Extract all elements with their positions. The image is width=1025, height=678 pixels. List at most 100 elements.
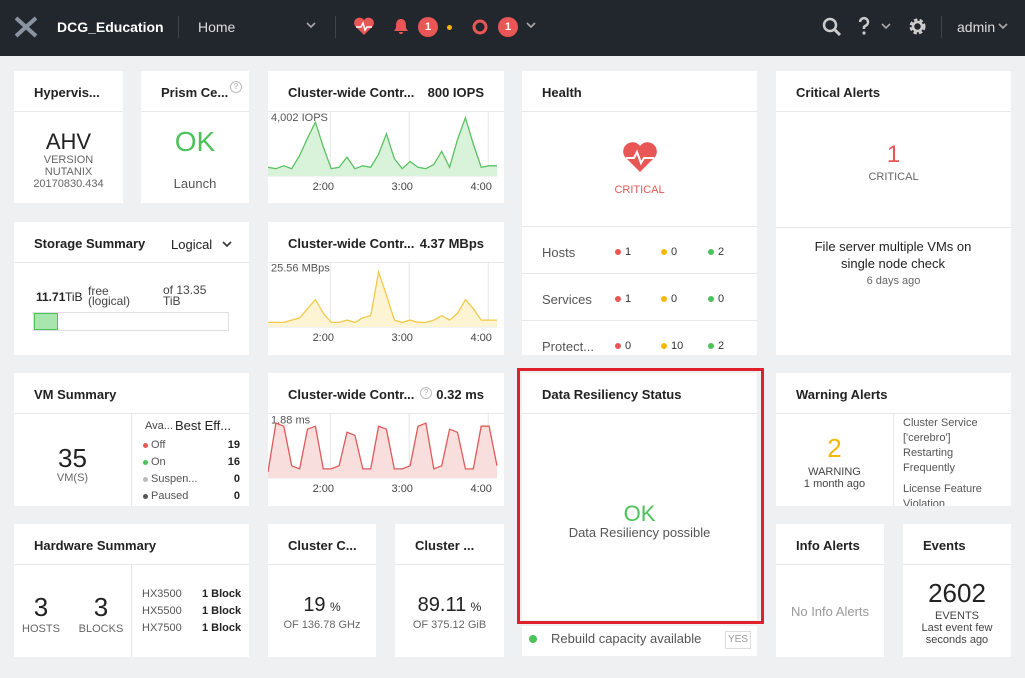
status-dot xyxy=(661,343,667,349)
memory-capacity: OF 375.12 GiB xyxy=(412,619,487,631)
cpu-capacity: OF 136.78 GHz xyxy=(283,619,361,631)
area xyxy=(268,272,497,327)
memory-usage: 89.11 % xyxy=(395,594,504,617)
status-dot xyxy=(143,460,148,465)
rebuild-value: YES xyxy=(725,631,751,649)
warning-time: 1 month ago xyxy=(803,478,866,490)
help-icon[interactable]: ? xyxy=(420,387,432,399)
hardware-card[interactable]: Hardware Summary 3 HOSTS 3 BLOCKS HX3500… xyxy=(14,524,249,657)
warning-item[interactable]: Cluster Service ['cerebro'] Restarting F… xyxy=(903,417,978,474)
help-icon[interactable]: ? xyxy=(230,81,242,93)
resiliency-status: OK xyxy=(623,501,656,526)
status-count: 1 xyxy=(625,246,632,258)
y-tick-label: 25.56 MBps xyxy=(271,263,330,275)
chevron[interactable] xyxy=(526,22,536,30)
block-label: BLOCKS xyxy=(78,623,124,635)
row-label: Services xyxy=(542,292,592,307)
hypervisor-card[interactable]: Hypervis... AHV VERSION NUTANIX 20170830… xyxy=(14,71,123,203)
chevron[interactable] xyxy=(998,23,1008,31)
row-label: Off xyxy=(151,439,166,451)
events-card[interactable]: Events 2602 EVENTS Last event few second… xyxy=(903,524,1011,657)
user-menu[interactable]: admin xyxy=(957,19,996,35)
chevron[interactable] xyxy=(881,23,891,31)
card-title: Cluster-wide Contr... xyxy=(288,85,415,100)
model-name: HX3500 xyxy=(142,588,182,600)
hypervisor-name: AHV xyxy=(45,129,92,154)
separator xyxy=(178,16,179,38)
free-label: free (logical) xyxy=(88,284,131,308)
iops-card[interactable]: Cluster-wide Contr... 800 IOPS 2:00 3:00 4… xyxy=(268,71,504,203)
cluster-name[interactable]: DCG_Education xyxy=(57,19,164,35)
warning-item[interactable]: License Feature Violation xyxy=(903,483,982,506)
search-icon[interactable] xyxy=(822,17,842,37)
row-value: 19 xyxy=(227,439,240,451)
event-label: EVENTS xyxy=(934,610,979,622)
alerts-icon[interactable] xyxy=(392,17,410,36)
separator xyxy=(941,16,942,38)
prism-card[interactable]: Prism Ce... ? OK Launch xyxy=(141,71,249,203)
card-title: Cluster C... xyxy=(288,538,357,553)
chevron[interactable] xyxy=(222,241,232,249)
x-tick-label: 2:00 xyxy=(313,181,334,193)
vm-unit: VM(S) xyxy=(56,472,89,484)
model-count: 1 Block xyxy=(202,605,242,617)
event-badge[interactable]: 1 xyxy=(498,17,518,37)
sparkline: 2:00 3:00 4:00 25.56 MBps xyxy=(268,263,497,344)
memory-card[interactable]: Cluster ... 89.11 % OF 375.12 GiB xyxy=(395,524,504,657)
logo[interactable] xyxy=(14,16,38,38)
rebuild-row: Rebuild capacity available YES xyxy=(522,626,757,656)
status-count: 0 xyxy=(625,340,632,352)
status-count: 10 xyxy=(671,340,684,352)
host-label: HOSTS xyxy=(22,623,60,635)
row-label: Suspen... xyxy=(151,473,198,485)
card-title: Info Alerts xyxy=(796,538,860,553)
critical-label: CRITICAL xyxy=(868,171,919,183)
health-card[interactable]: Health CRITICAL Hosts 1 0 2 Services 1 0 0 Prote… xyxy=(522,71,757,355)
mode-select[interactable]: Logical xyxy=(171,237,213,252)
health-heart xyxy=(623,142,657,172)
chevron[interactable] xyxy=(306,22,316,30)
divider xyxy=(522,320,757,321)
menu[interactable]: Home xyxy=(198,19,236,35)
bandwidth-card[interactable]: Cluster-wide Contr... 4.37 MBps 2:00 3:00… xyxy=(268,222,504,355)
vm-card[interactable]: VM Summary 35 VM(S) Ava... Best Eff... O… xyxy=(14,373,249,506)
alert-time: 6 days ago xyxy=(866,275,921,287)
help-icon[interactable] xyxy=(857,16,871,36)
latest-alert[interactable]: File server multiple VMs on single node … xyxy=(814,239,972,271)
area xyxy=(268,423,497,478)
warning-count: 2 xyxy=(827,433,842,463)
total-label: of 13.35 TiB xyxy=(163,283,223,307)
model-count: 1 Block xyxy=(202,622,242,634)
card-title: Storage Summary xyxy=(34,236,146,251)
status-dot xyxy=(661,296,667,302)
warning-alerts-card[interactable]: Warning Alerts 2 WARNING 1 month ago Clu… xyxy=(776,373,1011,506)
info-alerts-card[interactable]: Info Alerts No Info Alerts xyxy=(776,524,884,657)
critical-alerts-card[interactable]: Critical Alerts 1 CRITICAL File server m… xyxy=(776,71,1011,355)
health-icon[interactable] xyxy=(353,17,375,36)
resiliency-card[interactable]: Data Resiliency Status OK Data Resilienc… xyxy=(522,373,757,620)
events-icon[interactable] xyxy=(471,18,489,36)
status-dot xyxy=(143,443,148,448)
resiliency-detail: Data Resiliency possible xyxy=(568,525,711,540)
row-label: Hosts xyxy=(542,245,576,260)
launch-link[interactable]: Launch xyxy=(173,176,217,191)
settings-icon[interactable] xyxy=(907,16,928,37)
status-dot xyxy=(143,477,148,482)
cpu-card[interactable]: Cluster C... 19 % OF 136.78 GHz xyxy=(268,524,376,657)
line xyxy=(268,115,497,170)
x-tick-label: 3:00 xyxy=(392,181,413,193)
vendor: NUTANIX xyxy=(44,166,93,178)
event-count: 2602 xyxy=(928,578,986,608)
storage-card[interactable]: Storage Summary Logical 11.71 TiB free (… xyxy=(14,222,249,355)
row-label: On xyxy=(151,456,166,468)
status: OK xyxy=(174,126,216,157)
divider xyxy=(131,414,132,506)
total-prefix: of xyxy=(163,283,174,297)
storage-bar xyxy=(33,312,229,331)
current-value: 4.37 MBps xyxy=(419,236,484,251)
area xyxy=(268,117,497,176)
cpu-value: 19 xyxy=(303,594,326,616)
alert-badge[interactable]: 1 xyxy=(418,17,438,37)
memory-unit: % xyxy=(470,600,482,614)
latency-card[interactable]: Cluster-wide Contr... ? 0.32 ms 2:00 3:00… xyxy=(268,373,504,506)
